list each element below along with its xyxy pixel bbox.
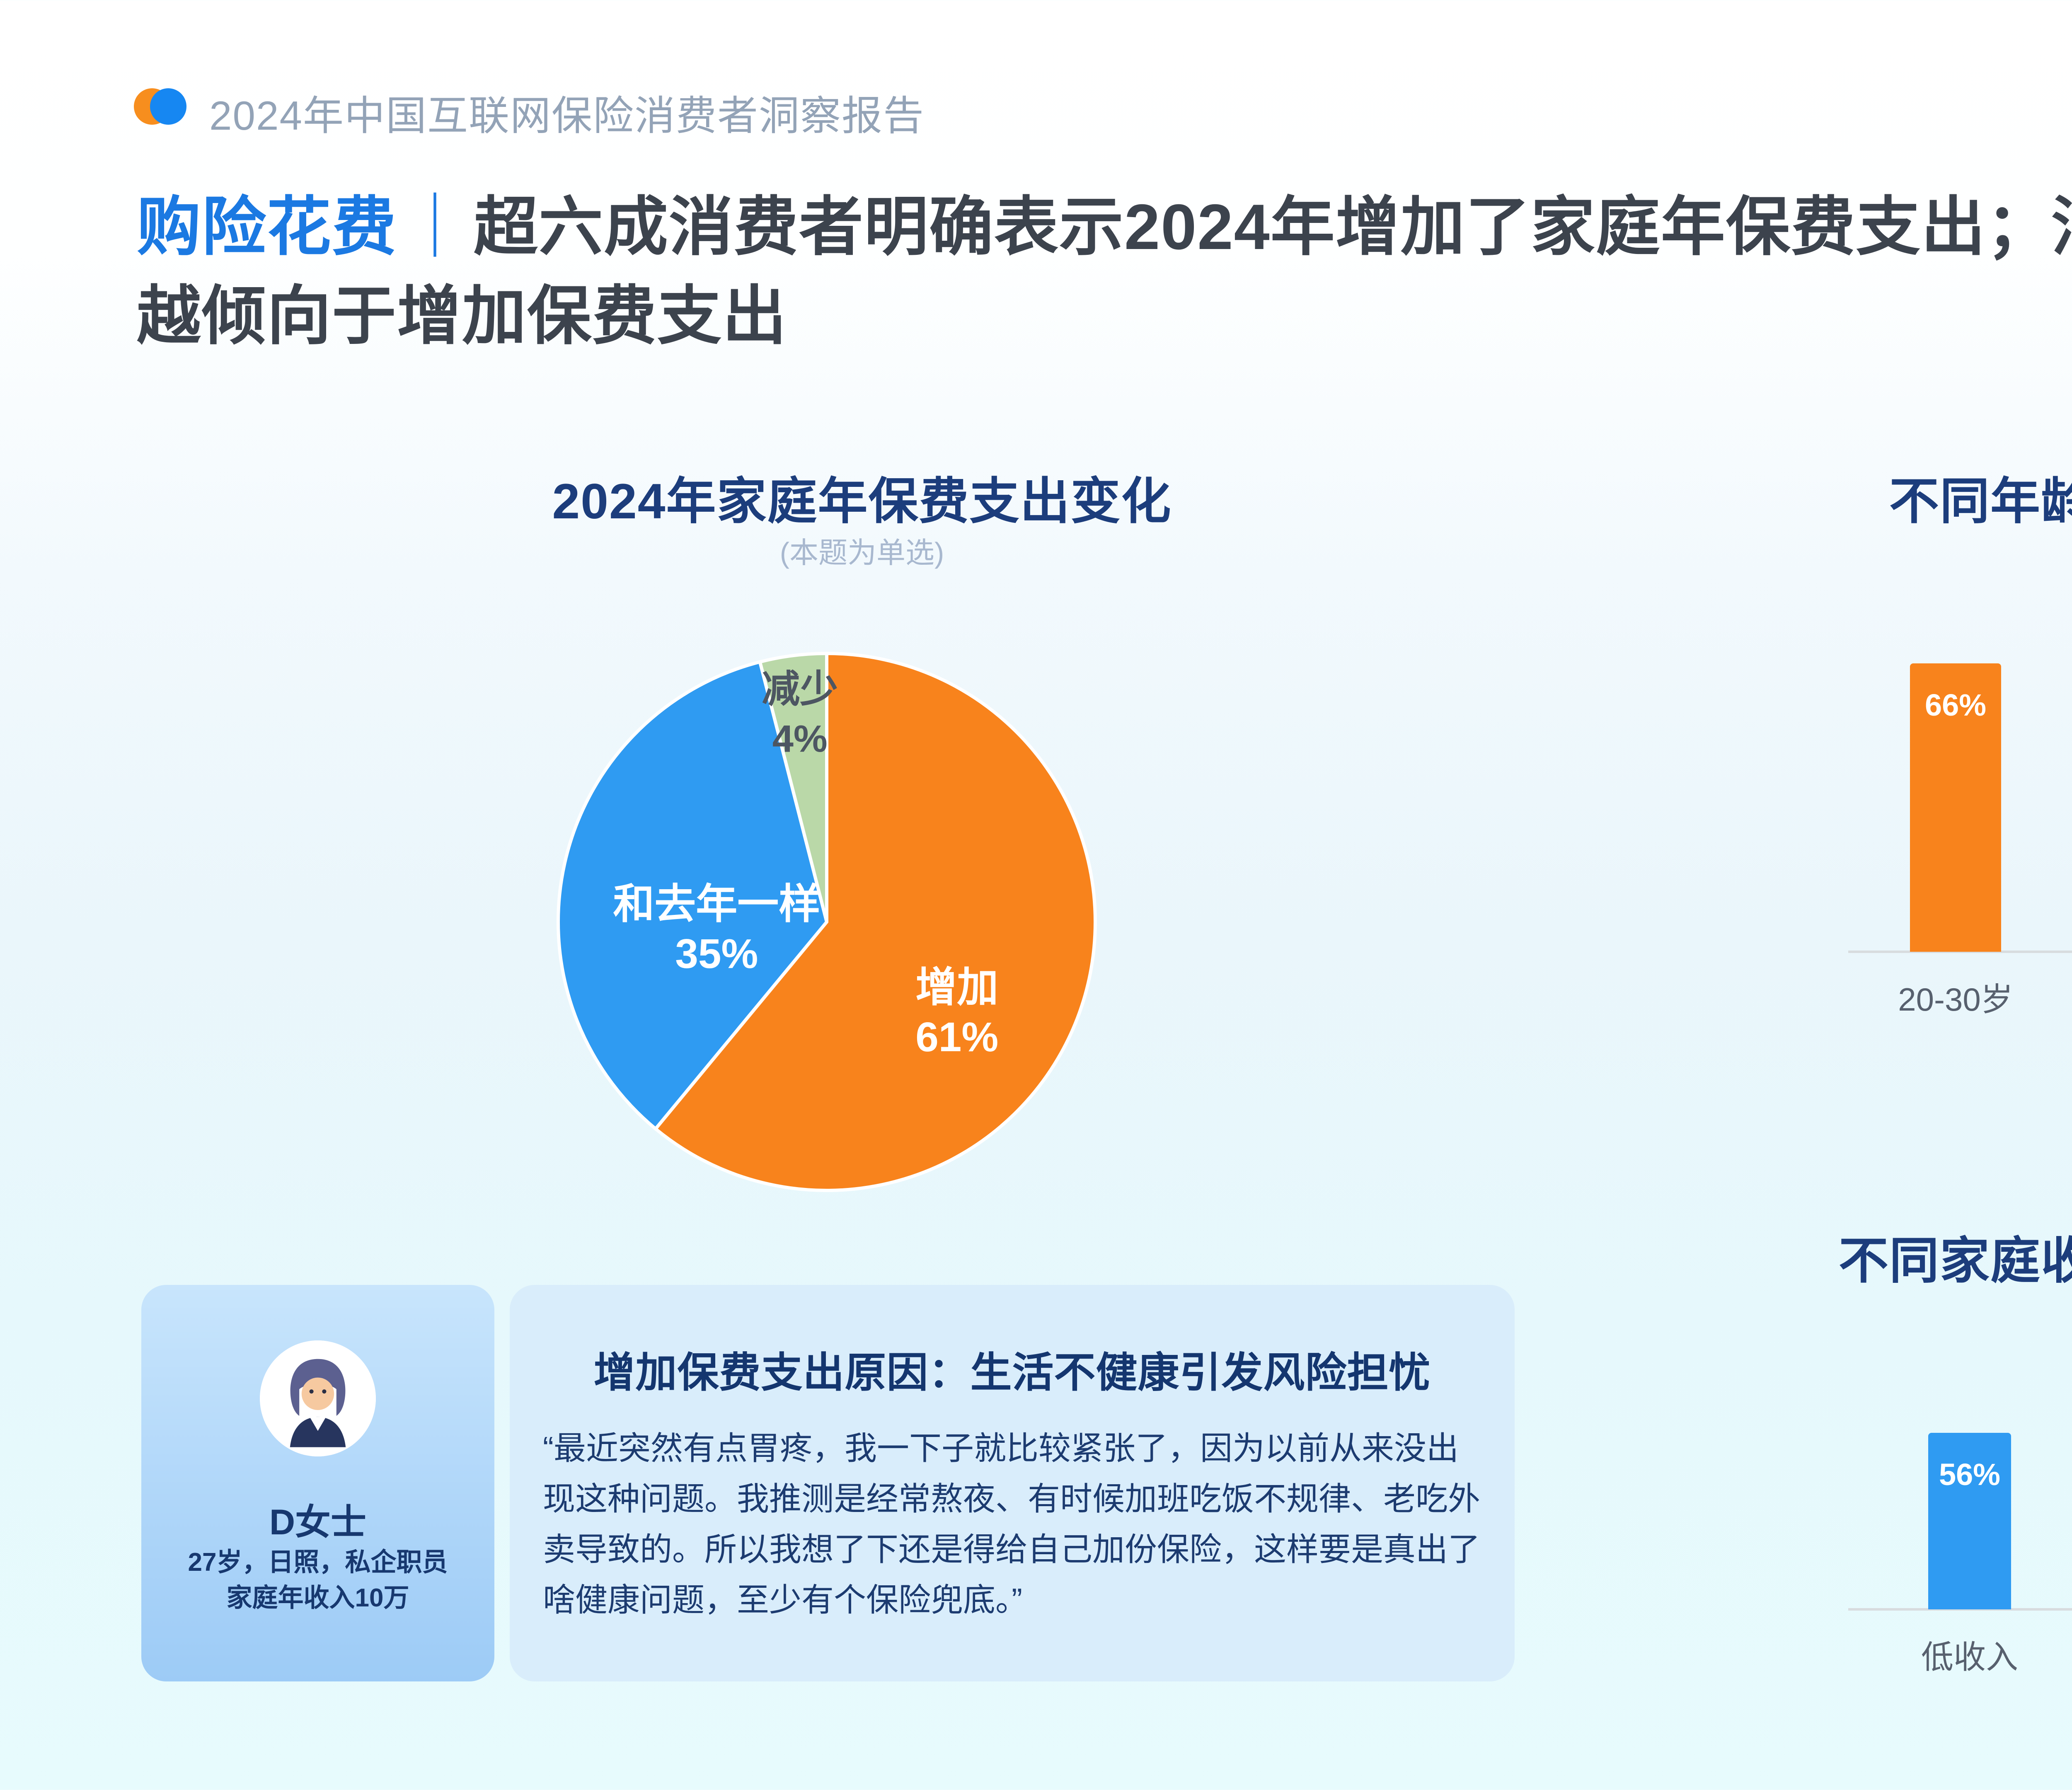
age-chart-title: 不同年龄“增加了”家庭年保费支出的人群占比 [1889,474,2072,529]
income-bar-chart: 56%低收入58%小康收入60%中产收入68%高收入 [1848,1363,2072,1675]
persona-name: D女士 [269,1502,367,1542]
brand-dots-icon [134,88,188,125]
blue-dot-icon [150,88,186,125]
pie-chart-subtitle: (本题为单选) [779,537,944,569]
quote-line: 卖导致的。所以我想了下还是得给自己加份保险，这样要是真出了 [543,1531,1481,1567]
age-bar-chart: 66%20-30岁65%31-40岁57%41-50岁56%51-60岁53%6… [1848,638,2072,1018]
persona-card: D女士 27岁，日照，私企职员 家庭年收入10万 [141,1285,494,1681]
income-chart-subtitle: (本题为多选) [1761,1291,2072,1333]
pie-slice-label: 增加 61% [915,964,998,1060]
bar-value-label: 66% [1924,688,1987,722]
page-title: 购险花费｜超六成消费者明确表示2024年增加了家庭年保费支出；消费者越年轻、家庭… [137,182,2072,360]
pie-chart: 增加 61% 和去年一样 35% 减少 4% [557,652,1097,1192]
quote-line: “最近突然有点胃疼，我一下子就比较紧张了，因为以前从来没出 [543,1430,1459,1466]
persona-detail-2: 家庭年收入10万 [226,1584,409,1612]
bar: 56% 低收入 [1921,1433,2018,1675]
bar-value-label: 56% [1939,1457,2001,1492]
report-title: 2024年中国互联网保险消费者洞察报告 [209,93,925,138]
pie-slice-label: 减少 4% [762,668,838,760]
pie-chart-title: 2024年家庭年保费支出变化 [552,474,1172,529]
page-title-line1: 购险花费｜超六成消费者明确表示2024年增加了家庭年保费支出；消费者越年轻、家庭… [137,182,2072,271]
page-title-topic: 购险花费 [137,191,397,263]
bar-category-label: 低收入 [1921,1639,2019,1675]
pie-slice [654,652,1097,1192]
quote-card: 增加保费支出原因：生活不健康引发风险担忧 “最近突然有点胃疼，我一下子就比较紧张… [510,1285,1515,1681]
income-chart-axis-line [1848,1608,2072,1611]
persona-detail-1: 27岁，日照，私企职员 [188,1548,448,1577]
page-title-line1-rest: 超六成消费者明确表示2024年增加了家庭年保费支出；消费者越年轻、家庭收入越高， [474,191,2072,263]
header: 2024年中国互联网保险消费者洞察报告 清华大学五道口金融学院 中国保险与养老金… [0,0,2072,186]
quote-heading: 增加保费支出原因：生活不健康引发风险担忧 [593,1350,1431,1396]
bar-category-label: 20-30岁 [1898,981,2013,1018]
income-chart-title: 不同家庭收入“增加了”家庭年保费支出的人群占比 [1839,1233,2072,1289]
pie-slice [557,660,828,1131]
age-chart-axis-line [1848,951,2072,953]
bar: 66% 20-30岁 [1898,663,2013,1018]
pie-slice-label: 和去年一样 35% [613,881,820,977]
pie-slice [758,652,828,924]
age-chart-subtitle: (本题为多选) [1794,530,2072,571]
quote-line: 现这种问题。我推测是经常熬夜、有时候加班吃饭不规律、老吃外 [543,1480,1481,1517]
avatar [260,1340,376,1456]
quote-line: 啥健康问题，至少有个保险兜底。” [543,1582,1022,1618]
title-divider: ｜ [403,191,468,263]
quote-body: “最近突然有点胃疼，我一下子就比较紧张了，因为以前从来没出 现这种问题。我推测是经… [543,1423,1490,1625]
page-title-line2: 越倾向于增加保费支出 [137,280,787,352]
